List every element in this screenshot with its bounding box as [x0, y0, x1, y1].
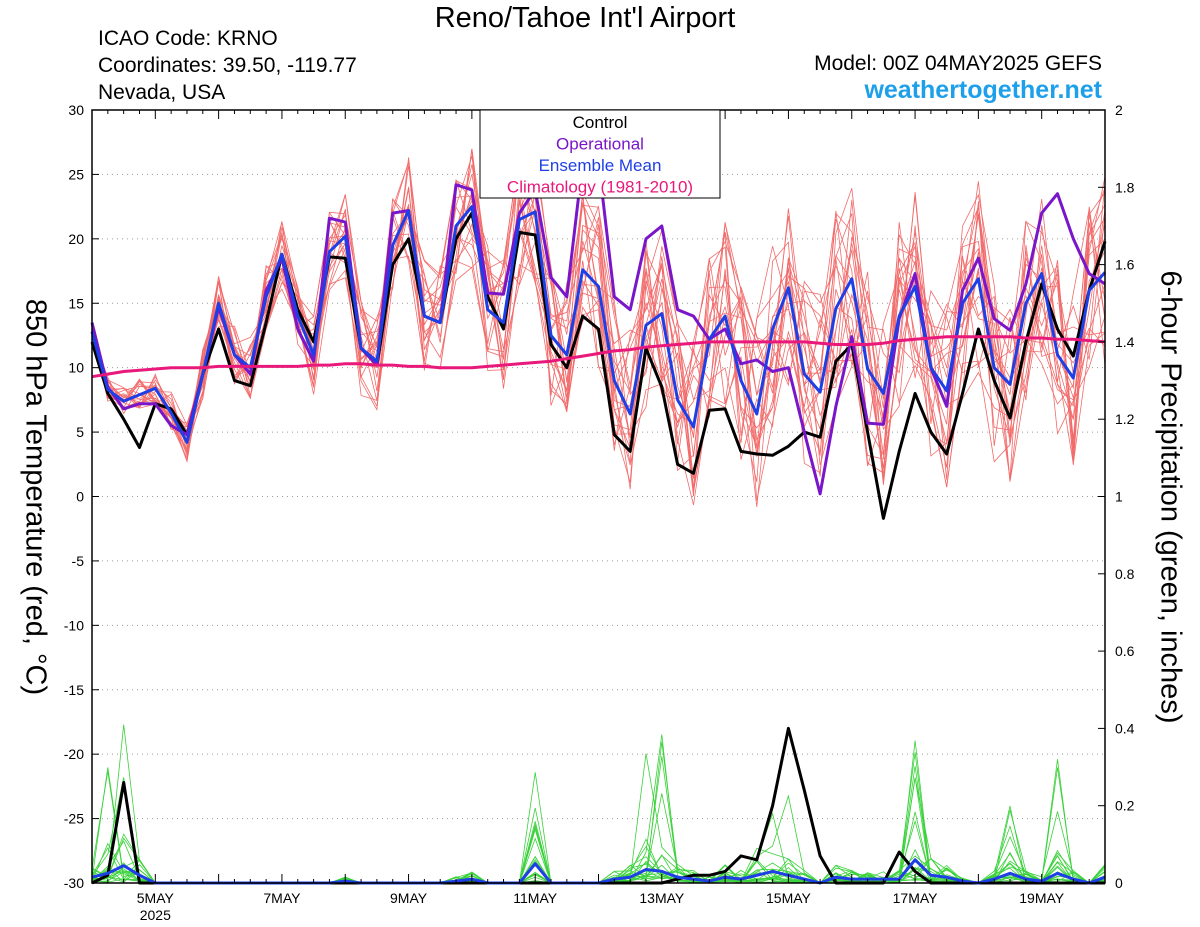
right-tick-label: 0	[1115, 875, 1123, 891]
member-precipitation-line	[91, 752, 1106, 884]
right-tick-label: 0.6	[1115, 643, 1135, 659]
left-tick-label: 30	[68, 102, 84, 118]
gridlines	[92, 173, 1105, 820]
legend-entry: Ensemble Mean	[539, 156, 662, 175]
member-precipitation-line	[91, 811, 1106, 884]
left-tick-label: 20	[68, 231, 84, 247]
member-temperature-line	[91, 151, 1106, 468]
member-precipitation-line	[91, 756, 1106, 884]
left-tick-label: 25	[68, 166, 84, 182]
member-precipitation-line	[91, 753, 1106, 884]
climatology-1981-2010-temp-line	[91, 335, 1106, 379]
icao-code: ICAO Code: KRNO	[98, 27, 278, 50]
model-run: Model: 00Z 04MAY2025 GEFS	[814, 52, 1102, 75]
member-temperature-line	[91, 157, 1106, 479]
region: Nevada, USA	[98, 81, 226, 104]
left-tick-label: 5	[76, 424, 84, 440]
left-tick-label: -20	[64, 746, 84, 762]
right-tick-label: 2	[1115, 102, 1123, 118]
x-tick-label: 11MAY	[513, 890, 557, 906]
member-precipitation-line	[91, 771, 1106, 884]
x-tick-label: 7MAY	[263, 890, 301, 906]
right-tick-label: 0.8	[1115, 566, 1135, 582]
chart-title: Reno/Tahoe Int'l Airport	[434, 2, 736, 34]
x-tick-label: 15MAY	[766, 890, 812, 906]
x-tick-label: 5MAY	[137, 890, 175, 906]
left-tick-label: -25	[64, 811, 84, 827]
right-axis-ticks: 2 1.8 1.6 1.4 1.2 1 0.8 0.6 0.4 0.2 0	[1098, 102, 1135, 891]
ensemble-mean-temp-line	[90, 205, 1107, 444]
member-precipitation-line	[91, 734, 1106, 884]
member-temperature-line	[91, 148, 1106, 501]
x-tick-sublabel: 2025	[140, 907, 171, 923]
member-precipitation-line	[91, 777, 1106, 884]
right-tick-label: 1.4	[1115, 334, 1135, 350]
coordinates: Coordinates: 39.50, -119.77	[98, 54, 357, 77]
member-precipitation-line	[91, 740, 1106, 884]
left-tick-label: 0	[76, 489, 84, 505]
right-tick-label: 0.2	[1115, 798, 1135, 814]
x-tick-label: 9MAY	[390, 890, 428, 906]
right-tick-label: 1	[1115, 489, 1123, 505]
right-tick-label: 1.2	[1115, 411, 1135, 427]
left-tick-label: -5	[72, 553, 85, 569]
right-tick-label: 1.8	[1115, 179, 1135, 195]
left-axis-ticks: 30 25 20 15 10 5 0 -5 -10 -15 -20 -25 -30	[64, 102, 99, 891]
member-precipitation-line	[91, 724, 1106, 884]
x-tick-label: 13MAY	[639, 890, 685, 906]
legend-entry: Control	[573, 113, 628, 132]
control-precip-line	[91, 726, 1105, 885]
right-tick-label: 0.4	[1115, 720, 1135, 736]
member-precipitation-line	[91, 767, 1106, 884]
member-precipitation-lines	[91, 724, 1106, 884]
left-tick-label: 10	[68, 360, 84, 376]
control-temp-line	[90, 211, 1107, 520]
legend-entry: Climatology (1981-2010)	[507, 178, 693, 197]
y-axis-label-right: 6-hour Precipitation (green, inches)	[1154, 270, 1187, 724]
main-series-lines	[90, 160, 1107, 885]
left-tick-label: 15	[68, 295, 84, 311]
left-tick-label: -15	[64, 682, 84, 698]
website-link[interactable]: weathertogether.net	[864, 76, 1102, 104]
x-tick-label: 19MAY	[1019, 890, 1065, 906]
x-tick-label: 17MAY	[893, 890, 939, 906]
right-tick-label: 1.6	[1115, 257, 1135, 273]
y-axis-label-left: 850 hPa Temperature (red, °C)	[19, 298, 52, 696]
left-tick-label: -10	[64, 617, 84, 633]
legend-box: Control Operational Ensemble Mean Climatolo…	[479, 109, 721, 199]
legend-entry: Operational	[556, 135, 644, 154]
left-tick-label: -30	[64, 875, 84, 891]
member-precipitation-line	[91, 741, 1106, 884]
